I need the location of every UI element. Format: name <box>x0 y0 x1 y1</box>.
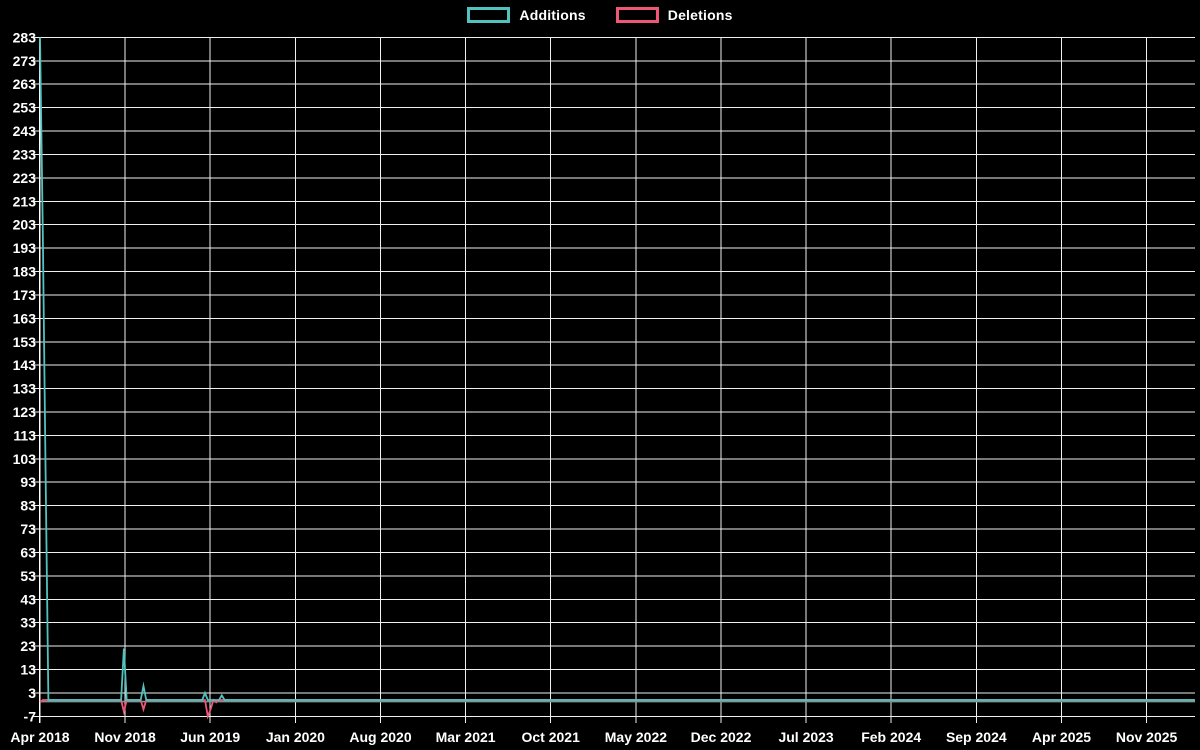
gridlines <box>33 36 1195 723</box>
x-tick-label: Jul 2023 <box>778 729 833 745</box>
x-tick-label: Aug 2020 <box>349 729 411 745</box>
y-tick-label: 133 <box>13 381 37 397</box>
y-tick-label: 153 <box>13 334 37 350</box>
y-tick-label: 13 <box>20 662 36 678</box>
y-tick-label: 183 <box>13 264 37 280</box>
deletions-legend-label: Deletions <box>667 7 733 23</box>
y-tick-label: 263 <box>13 76 37 92</box>
y-tick-label: 213 <box>13 193 37 209</box>
y-tick-label: 93 <box>20 474 36 490</box>
additions-swatch-icon <box>467 7 511 23</box>
y-tick-label: 273 <box>13 53 37 69</box>
x-tick-label: Feb 2024 <box>861 729 921 745</box>
y-tick-label: 253 <box>13 100 37 116</box>
y-tick-label: 173 <box>13 287 37 303</box>
x-tick-label: Jun 2019 <box>180 729 240 745</box>
y-tick-label: 283 <box>13 29 37 45</box>
legend-item-deletions[interactable]: Deletions <box>615 7 733 23</box>
y-tick-label: 53 <box>20 568 36 584</box>
y-tick-label: 193 <box>13 240 37 256</box>
x-tick-label: Nov 2018 <box>94 729 156 745</box>
x-tick-label: May 2022 <box>605 729 667 745</box>
y-tick-label: 243 <box>13 123 37 139</box>
y-tick-label: 83 <box>20 498 36 514</box>
legend-item-additions[interactable]: Additions <box>467 7 586 23</box>
deletions-swatch-icon <box>615 7 659 23</box>
x-tick-label: Mar 2021 <box>436 729 496 745</box>
x-tick-label: Apr 2018 <box>10 729 69 745</box>
x-tick-label: Jan 2020 <box>266 729 325 745</box>
x-tick-label: Dec 2022 <box>691 729 752 745</box>
x-tick-label: Apr 2025 <box>1032 729 1091 745</box>
x-tick-label: Oct 2021 <box>522 729 581 745</box>
y-tick-label: -7 <box>24 708 37 724</box>
y-tick-label: 43 <box>20 591 36 607</box>
y-tick-label: 103 <box>13 451 37 467</box>
chart-legend: Additions Deletions <box>0 7 1200 23</box>
y-tick-label: 143 <box>13 357 37 373</box>
additions-line <box>39 37 1195 701</box>
y-tick-label: 123 <box>13 404 37 420</box>
y-tick-label: 233 <box>13 147 37 163</box>
deletions-line <box>39 698 1195 720</box>
y-tick-label: 163 <box>13 310 37 326</box>
axis-labels: 2832732632532432332232132031931831731631… <box>10 29 1177 745</box>
x-tick-label: Nov 2025 <box>1116 729 1178 745</box>
y-tick-label: 73 <box>20 521 36 537</box>
y-tick-label: 113 <box>13 427 36 443</box>
y-tick-label: 33 <box>20 615 36 631</box>
y-tick-label: 223 <box>13 170 37 186</box>
additions-legend-label: Additions <box>519 7 586 23</box>
y-tick-label: 63 <box>20 545 36 561</box>
y-tick-label: 3 <box>28 685 36 701</box>
y-tick-label: 23 <box>20 638 36 654</box>
y-tick-label: 203 <box>13 217 37 233</box>
x-tick-label: Sep 2024 <box>946 729 1007 745</box>
